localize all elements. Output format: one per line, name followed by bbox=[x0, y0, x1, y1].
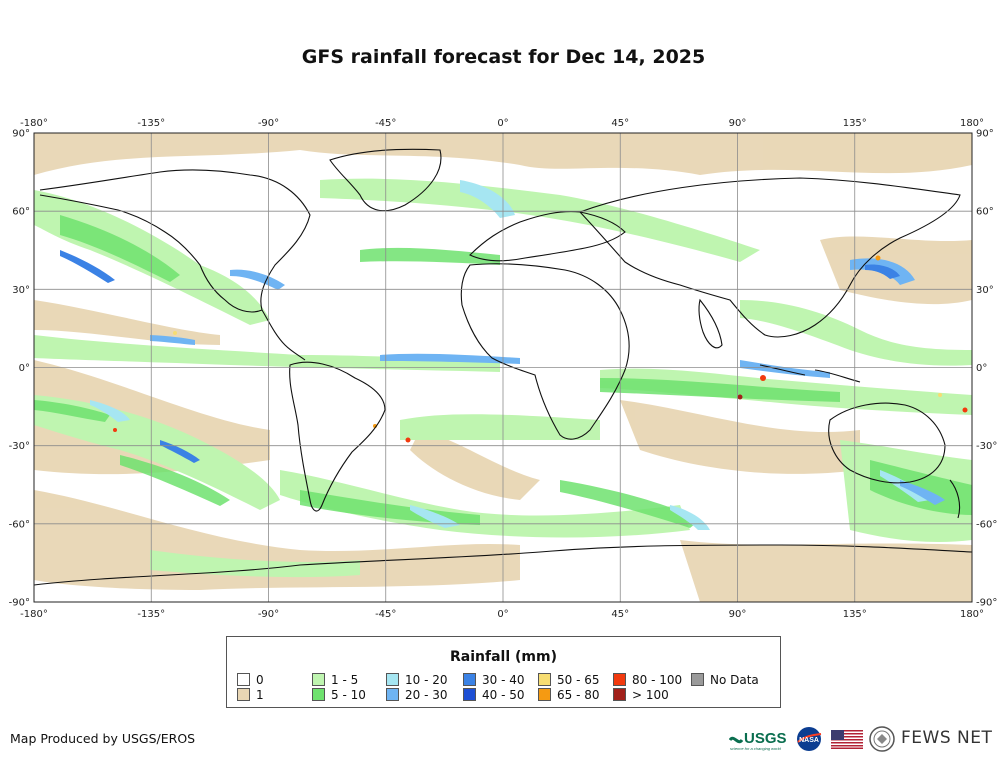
lat-tick-label: -90° bbox=[9, 598, 30, 609]
legend-swatch bbox=[312, 673, 325, 686]
legend-item: 1 - 5 bbox=[312, 673, 358, 687]
usgs-icon: USGS science for a changing world bbox=[728, 730, 787, 751]
lat-tick-label: 30° bbox=[976, 285, 994, 296]
legend-label: 40 - 50 bbox=[482, 688, 525, 702]
legend-swatch bbox=[463, 673, 476, 686]
lat-tick-label: -30° bbox=[976, 441, 997, 452]
legend-item: 50 - 65 bbox=[538, 673, 600, 687]
lat-tick-label: 90° bbox=[976, 129, 994, 140]
legend-swatch bbox=[538, 688, 551, 701]
nasa-wordmark: NASA bbox=[799, 737, 819, 744]
legend-swatch bbox=[613, 673, 626, 686]
credit-text: Map Produced by USGS/EROS bbox=[10, 731, 196, 746]
lon-tick-label: -90° bbox=[258, 118, 279, 129]
lat-ticks-right: 90° 60° 30° 0° -30° -60° -90° bbox=[976, 129, 997, 609]
fews-net-wordmark: FEWS NET bbox=[901, 728, 993, 748]
legend-label: 5 - 10 bbox=[331, 688, 366, 702]
legend-label: 65 - 80 bbox=[557, 688, 600, 702]
lon-tick-label: 135° bbox=[843, 118, 867, 129]
legend-item: 0 bbox=[237, 673, 264, 687]
seal-icon bbox=[869, 726, 895, 752]
legend-swatch bbox=[386, 688, 399, 701]
legend-label: 80 - 100 bbox=[632, 673, 683, 687]
lat-tick-label: 90° bbox=[12, 129, 30, 140]
lon-tick-label: -135° bbox=[137, 609, 165, 620]
legend-swatch bbox=[312, 688, 325, 701]
lat-tick-label: -90° bbox=[976, 598, 997, 609]
legend-item: 30 - 40 bbox=[463, 673, 525, 687]
legend-item: No Data bbox=[691, 673, 759, 687]
legend-item: 20 - 30 bbox=[386, 688, 448, 702]
lon-tick-label: 135° bbox=[843, 609, 867, 620]
legend-item: > 100 bbox=[613, 688, 669, 702]
lon-tick-label: 90° bbox=[729, 118, 747, 129]
usgs-logo: USGS science for a changing world bbox=[728, 726, 791, 752]
lat-tick-label: 60° bbox=[12, 207, 30, 218]
lon-tick-label: 0° bbox=[497, 118, 508, 129]
legend-item: 5 - 10 bbox=[312, 688, 366, 702]
map-title: GFS rainfall forecast for Dec 14, 2025 bbox=[301, 46, 706, 68]
state-seal-logo bbox=[869, 726, 895, 752]
legend-label: 1 bbox=[256, 688, 264, 702]
rainfall-map: -180° -135° -90° -45° 0° 45° 90° 135° 18… bbox=[9, 118, 998, 620]
legend-label: 1 - 5 bbox=[331, 673, 359, 687]
lon-tick-label: -135° bbox=[137, 118, 165, 129]
legend-item: 1 bbox=[237, 688, 264, 702]
lon-tick-label: -45° bbox=[375, 118, 396, 129]
lon-tick-label: 90° bbox=[729, 609, 747, 620]
legend-swatch bbox=[237, 688, 250, 701]
legend-swatch bbox=[538, 673, 551, 686]
lat-ticks-left: 90° 60° 30° 0° -30° -60° -90° bbox=[9, 129, 30, 609]
lon-ticks-top: -180° -135° -90° -45° 0° 45° 90° 135° 18… bbox=[20, 118, 984, 129]
lat-tick-label: 60° bbox=[976, 207, 994, 218]
lat-tick-label: 0° bbox=[19, 363, 30, 374]
lon-tick-label: -180° bbox=[20, 118, 48, 129]
lon-tick-label: 180° bbox=[960, 609, 984, 620]
lon-tick-label: -90° bbox=[258, 609, 279, 620]
legend-item: 65 - 80 bbox=[538, 688, 600, 702]
legend-item: 40 - 50 bbox=[463, 688, 525, 702]
lon-tick-label: 0° bbox=[497, 609, 508, 620]
lat-tick-label: -60° bbox=[976, 519, 997, 530]
lat-tick-label: -30° bbox=[9, 441, 30, 452]
lat-tick-label: 30° bbox=[12, 285, 30, 296]
legend: Rainfall (mm) 0 1 1 - 5 5 - 10 10 - 20 2… bbox=[226, 636, 781, 708]
legend-item: 10 - 20 bbox=[386, 673, 448, 687]
legend-swatch bbox=[386, 673, 399, 686]
graticule bbox=[34, 133, 972, 602]
legend-swatch bbox=[613, 688, 626, 701]
lon-tick-label: -180° bbox=[20, 609, 48, 620]
legend-title: Rainfall (mm) bbox=[450, 649, 557, 665]
legend-swatch bbox=[463, 688, 476, 701]
lat-tick-label: 0° bbox=[976, 363, 987, 374]
lat-tick-label: -60° bbox=[9, 519, 30, 530]
nasa-logo: NASA bbox=[795, 726, 823, 752]
nasa-meatball-icon: NASA bbox=[797, 727, 822, 751]
usgs-tagline: science for a changing world bbox=[730, 746, 781, 751]
lon-ticks-bottom: -180° -135° -90° -45° 0° 45° 90° 135° 18… bbox=[20, 609, 984, 620]
legend-label: 30 - 40 bbox=[482, 673, 525, 687]
logo-strip: USGS science for a changing world NASA bbox=[728, 724, 999, 756]
legend-label: 50 - 65 bbox=[557, 673, 600, 687]
legend-swatch bbox=[237, 673, 250, 686]
legend-label: 20 - 30 bbox=[405, 688, 448, 702]
lon-tick-label: 45° bbox=[611, 118, 629, 129]
coastlines bbox=[34, 148, 972, 586]
map-border bbox=[33, 132, 973, 603]
legend-label: 0 bbox=[256, 673, 264, 687]
lon-tick-label: -45° bbox=[375, 609, 396, 620]
us-flag-logo bbox=[831, 730, 863, 749]
usgs-wordmark: USGS bbox=[744, 730, 787, 747]
lon-tick-label: 45° bbox=[611, 609, 629, 620]
legend-label: > 100 bbox=[632, 688, 669, 702]
legend-item: 80 - 100 bbox=[613, 673, 682, 687]
legend-label: No Data bbox=[710, 673, 759, 687]
us-flag-icon bbox=[831, 730, 863, 749]
legend-label: 10 - 20 bbox=[405, 673, 448, 687]
legend-swatch bbox=[691, 673, 704, 686]
lon-tick-label: 180° bbox=[960, 118, 984, 129]
